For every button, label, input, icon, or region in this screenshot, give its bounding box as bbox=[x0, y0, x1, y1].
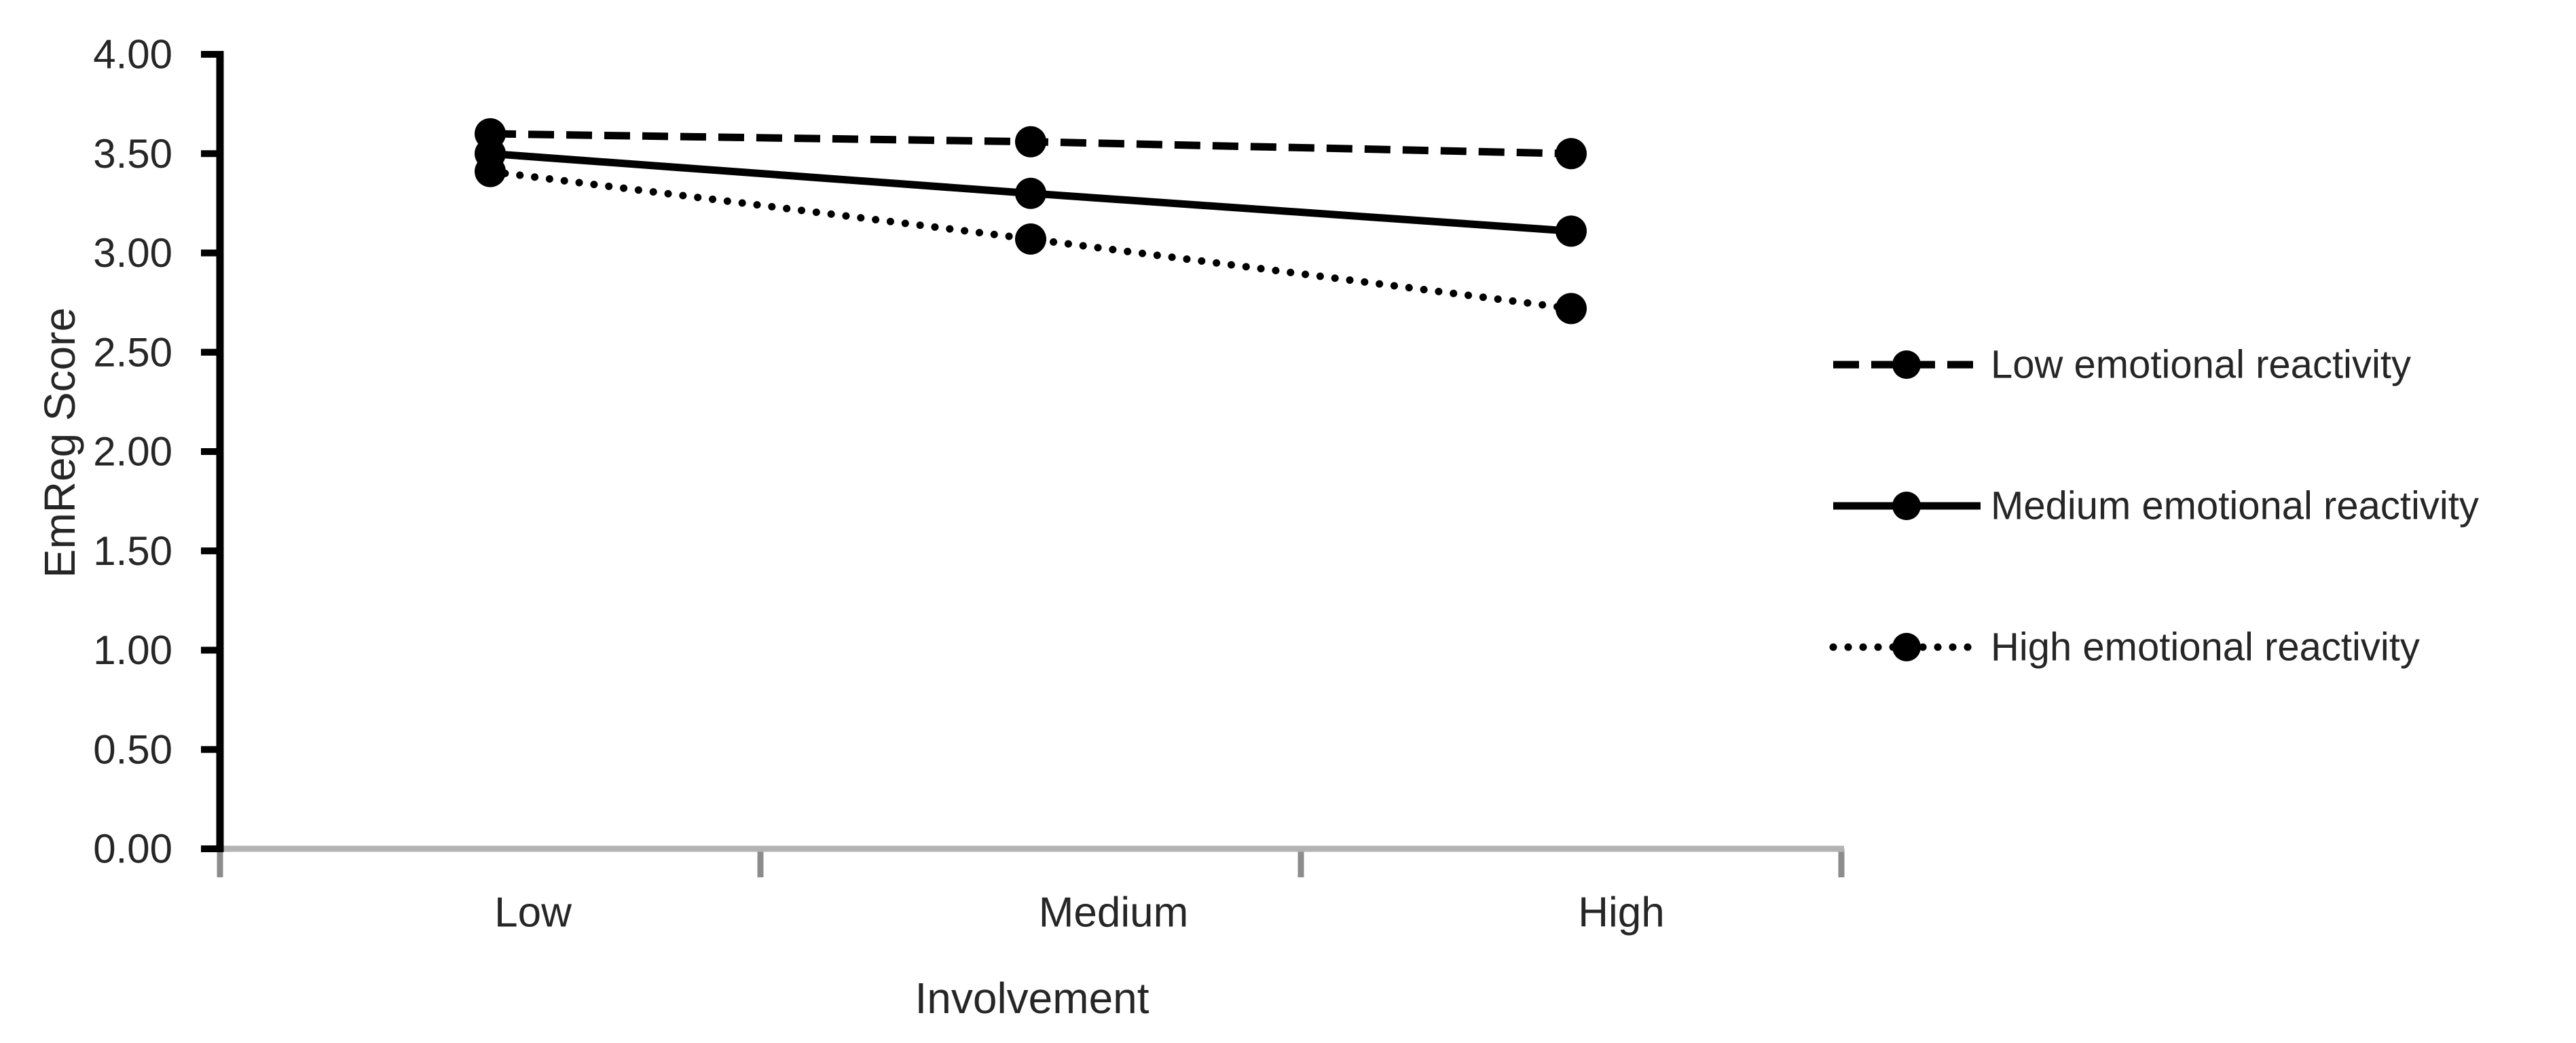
data-point-marker bbox=[1015, 223, 1046, 255]
y-axis-tick-label: 3.00 bbox=[93, 230, 172, 276]
legend-swatch-marker bbox=[1892, 492, 1921, 520]
y-axis-tick-group: 0.00 0.50 1.00 1.50 2.00 2.50 3.00 3.50 4.00 bbox=[93, 32, 220, 872]
x-axis-category-label: Medium bbox=[1039, 890, 1189, 936]
x-axis-tick-group bbox=[217, 849, 1845, 877]
legend-item-label: Low emotional reactivity bbox=[1991, 343, 2411, 387]
data-point-marker bbox=[1015, 177, 1046, 209]
legend-item: Medium emotional reactivity bbox=[1833, 484, 2479, 528]
data-point-marker bbox=[1556, 138, 1587, 170]
x-axis-title: Involvement bbox=[915, 974, 1149, 1023]
y-axis-tick-label: 2.00 bbox=[93, 429, 172, 475]
y-axis-tick-label: 4.00 bbox=[93, 32, 172, 77]
legend-item-label: Medium emotional reactivity bbox=[1991, 484, 2479, 528]
y-axis-tick-label: 1.50 bbox=[93, 528, 172, 574]
y-axis-tick-label: 0.00 bbox=[93, 826, 172, 872]
y-axis-tick-label: 0.50 bbox=[93, 727, 172, 772]
y-axis-title: EmReg Score bbox=[35, 308, 84, 578]
series-group bbox=[475, 118, 1587, 325]
data-point-marker bbox=[1556, 215, 1587, 247]
series-line-dotted bbox=[486, 168, 1575, 312]
data-point-marker bbox=[1556, 293, 1587, 325]
y-axis-tick-label: 1.00 bbox=[93, 627, 172, 673]
legend-item-label: High emotional reactivity bbox=[1991, 625, 2420, 670]
legend-item: High emotional reactivity bbox=[1829, 625, 2420, 670]
legend-swatch-marker bbox=[1892, 633, 1921, 661]
y-axis-tick-label: 3.50 bbox=[93, 131, 172, 177]
data-point-marker bbox=[475, 155, 506, 187]
legend: Low emotional reactivity Medium emotional… bbox=[1829, 343, 2479, 670]
x-axis-category-label: High bbox=[1578, 890, 1665, 936]
legend-swatch-marker bbox=[1892, 350, 1921, 379]
data-point-marker bbox=[1015, 126, 1046, 158]
x-axis-category-label: Low bbox=[494, 890, 572, 936]
x-axis-label-group: Low Medium High bbox=[494, 890, 1665, 936]
y-axis-tick-label: 2.50 bbox=[93, 329, 172, 375]
legend-item: Low emotional reactivity bbox=[1833, 343, 2411, 387]
